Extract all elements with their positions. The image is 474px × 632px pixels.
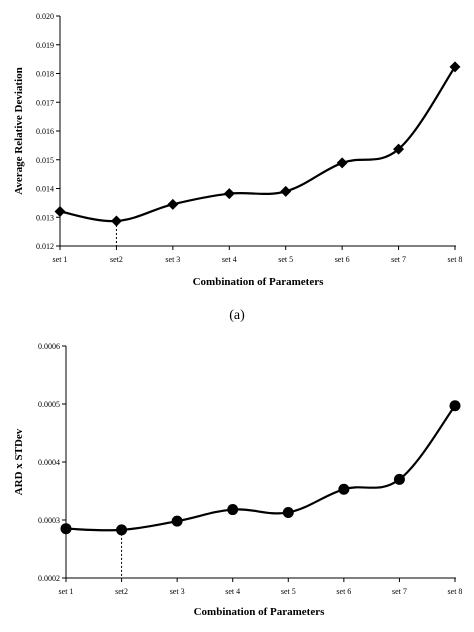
a-x-tick-label: set 4	[222, 255, 237, 264]
a-y-tick-label: 0.012	[36, 242, 54, 251]
b-x-tick-label: set2	[115, 587, 128, 596]
b-y-tick-label: 0.0002	[38, 574, 60, 583]
chart-b-x-axis-title: Combination of Parameters	[194, 606, 325, 618]
a-data-point	[280, 185, 292, 197]
a-y-tick-label: 0.015	[36, 156, 54, 165]
a-x-tick-label: set 1	[53, 255, 68, 264]
a-y-tick-label: 0.013	[36, 213, 54, 222]
b-x-tick-label: set 4	[225, 587, 240, 596]
b-x-tick-label: set 5	[281, 587, 296, 596]
chart-a-x-axis-title: Combination of Parameters	[193, 276, 324, 288]
b-data-point	[227, 504, 239, 516]
a-series-line	[59, 66, 456, 223]
chart-a: 0.012 0.013 0.014 0.015 0.016 0.017 0.018 0.019…	[13, 12, 462, 323]
a-data-point	[110, 215, 122, 227]
a-y-tick-label: 0.016	[36, 127, 54, 136]
b-data-point	[449, 400, 461, 412]
a-x-tick-label: set 5	[278, 255, 293, 264]
b-data-point	[60, 523, 72, 535]
b-data-point	[116, 524, 128, 536]
a-x-tick-label: set 6	[335, 255, 350, 264]
b-x-tick-label: set 6	[336, 587, 351, 596]
b-series-line	[65, 405, 456, 532]
a-x-tick-label: set 7	[391, 255, 406, 264]
b-data-point	[338, 483, 350, 495]
b-x-tick-label: set 8	[448, 587, 463, 596]
a-y-tick-label: 0.014	[36, 185, 54, 194]
a-y-tick-label: 0.020	[36, 12, 54, 21]
b-data-point	[171, 515, 183, 527]
a-x-tick-label: set 3	[165, 255, 180, 264]
b-y-tick-label: 0.0005	[38, 400, 60, 409]
a-data-point	[393, 143, 405, 155]
b-data-point	[282, 506, 294, 518]
a-data-point	[223, 188, 235, 200]
b-y-tick-label: 0.0006	[38, 342, 60, 351]
chart-a-caption: (a)	[229, 308, 245, 323]
a-data-point	[167, 198, 179, 210]
b-x-tick-label: set 3	[170, 587, 185, 596]
a-data-point	[449, 61, 461, 73]
b-x-tick-label: set 1	[59, 587, 74, 596]
a-y-tick-label: 0.017	[36, 98, 54, 107]
b-data-point	[393, 473, 405, 485]
a-x-tick-label: set2	[110, 255, 123, 264]
chart-a-y-axis-title: Average Relative Deviation	[13, 67, 25, 194]
b-x-tick-label: set 7	[392, 587, 407, 596]
a-y-tick-label: 0.018	[36, 70, 54, 79]
a-y-tick-label: 0.019	[36, 41, 54, 50]
a-data-point	[336, 157, 348, 169]
b-y-tick-label: 0.0003	[38, 516, 60, 525]
a-x-tick-label: set 8	[448, 255, 463, 264]
chart-b: 0.0002 0.0003 0.0004 0.0005 0.0006 set 1 set2…	[13, 342, 462, 618]
a-data-point	[54, 206, 66, 217]
chart-b-y-axis-title: ARD x STDev	[13, 428, 25, 495]
b-y-tick-label: 0.0004	[38, 458, 60, 467]
